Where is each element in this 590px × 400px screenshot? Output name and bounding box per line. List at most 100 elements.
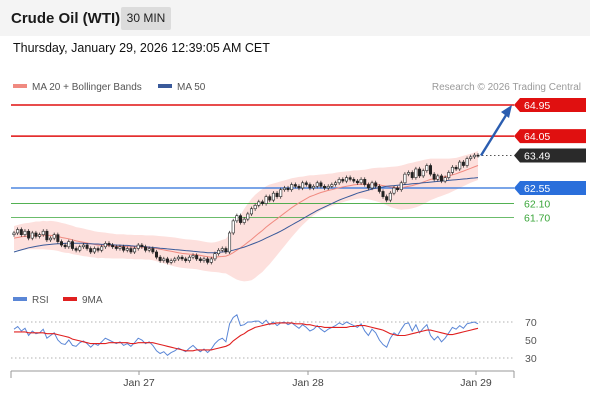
candle bbox=[399, 180, 403, 192]
resistance-label: 64.05 bbox=[524, 131, 550, 143]
candle bbox=[429, 163, 433, 177]
candle bbox=[140, 242, 144, 249]
candle bbox=[38, 232, 42, 239]
candle bbox=[388, 191, 392, 203]
support-label: 62.10 bbox=[524, 199, 550, 211]
candle bbox=[293, 182, 297, 189]
candle bbox=[421, 168, 425, 178]
candle bbox=[85, 242, 89, 251]
candle bbox=[465, 156, 469, 168]
candle bbox=[220, 246, 224, 253]
candle bbox=[129, 246, 133, 255]
candle bbox=[246, 211, 250, 222]
time-axis: Jan 27 Jan 28 Jan 29 bbox=[10, 370, 515, 389]
candle bbox=[403, 172, 407, 185]
candle bbox=[323, 184, 327, 191]
legend-label: RSI bbox=[32, 295, 49, 306]
candle bbox=[268, 194, 272, 203]
candle bbox=[59, 239, 63, 248]
candle bbox=[19, 227, 23, 237]
timestamp: Thursday, January 29, 2026 12:39:05 AM C… bbox=[13, 41, 270, 55]
candle bbox=[231, 218, 235, 236]
candle bbox=[312, 184, 316, 191]
rsi-legend: RSI 9MA bbox=[13, 295, 103, 306]
candle bbox=[249, 206, 253, 217]
candle bbox=[469, 154, 473, 161]
candle bbox=[253, 203, 257, 211]
forecast-arrow-shaft bbox=[479, 111, 510, 157]
candle bbox=[315, 180, 319, 189]
candle bbox=[195, 253, 199, 261]
candle bbox=[271, 191, 275, 203]
candle bbox=[30, 230, 34, 241]
candle bbox=[100, 244, 104, 253]
candle bbox=[16, 227, 20, 236]
candle bbox=[279, 187, 283, 199]
rsi-tick-label: 30 bbox=[525, 353, 537, 365]
candle bbox=[70, 239, 74, 251]
legend-swatch bbox=[13, 297, 27, 301]
candle bbox=[184, 256, 188, 263]
candle bbox=[133, 246, 137, 255]
candle bbox=[425, 163, 429, 173]
candle bbox=[454, 165, 458, 172]
candle bbox=[275, 191, 279, 199]
candle bbox=[348, 175, 352, 182]
candle bbox=[472, 153, 476, 159]
candle bbox=[125, 246, 129, 253]
candle bbox=[151, 246, 155, 255]
candle bbox=[158, 255, 162, 263]
rsi-tick-label: 50 bbox=[525, 335, 537, 347]
timeframe-button[interactable]: 30 MIN bbox=[121, 7, 171, 30]
candle bbox=[206, 256, 210, 265]
candle bbox=[447, 170, 451, 180]
candle bbox=[392, 185, 396, 196]
candle bbox=[63, 242, 67, 249]
candle bbox=[23, 229, 27, 237]
resistance-label: 64.95 bbox=[524, 100, 550, 112]
candle bbox=[92, 246, 96, 255]
candle bbox=[81, 242, 85, 249]
candle bbox=[154, 249, 158, 260]
candle bbox=[370, 180, 374, 191]
candle bbox=[377, 184, 381, 194]
time-tick-label: Jan 29 bbox=[460, 377, 492, 389]
price-legend: MA 20 + Bollinger Bands MA 50 bbox=[13, 82, 206, 93]
candle bbox=[217, 248, 221, 256]
price-levels bbox=[11, 104, 514, 218]
candle bbox=[282, 185, 286, 192]
last-price-label: 63.49 bbox=[524, 150, 550, 162]
candle bbox=[144, 244, 148, 253]
candle bbox=[381, 189, 385, 199]
legend-label: 9MA bbox=[82, 295, 103, 306]
candle bbox=[359, 177, 363, 185]
candle bbox=[443, 175, 447, 184]
candle bbox=[476, 153, 480, 158]
candle bbox=[301, 180, 305, 191]
candle bbox=[34, 230, 38, 239]
legend-swatch bbox=[158, 84, 172, 88]
candle bbox=[239, 213, 243, 225]
last-price-tag bbox=[514, 148, 586, 163]
copyright-text: Research © 2026 Trading Central bbox=[432, 82, 581, 93]
candle bbox=[209, 256, 213, 265]
candle bbox=[410, 170, 414, 180]
candle bbox=[52, 232, 56, 241]
candle bbox=[89, 246, 93, 255]
candle bbox=[202, 256, 206, 263]
resistance-tag bbox=[514, 129, 586, 144]
legend-swatch bbox=[63, 297, 77, 301]
candle bbox=[366, 182, 370, 191]
candle bbox=[407, 170, 411, 177]
pivot-tag bbox=[514, 181, 586, 195]
candle bbox=[432, 172, 436, 182]
candle bbox=[352, 177, 356, 184]
candle bbox=[319, 180, 323, 189]
candle bbox=[290, 182, 294, 192]
candle bbox=[103, 241, 107, 249]
candle bbox=[257, 199, 261, 208]
candle bbox=[439, 173, 443, 184]
candle bbox=[176, 255, 180, 261]
candle bbox=[74, 246, 78, 253]
rsi-panel: 30 50 70 bbox=[11, 313, 537, 365]
